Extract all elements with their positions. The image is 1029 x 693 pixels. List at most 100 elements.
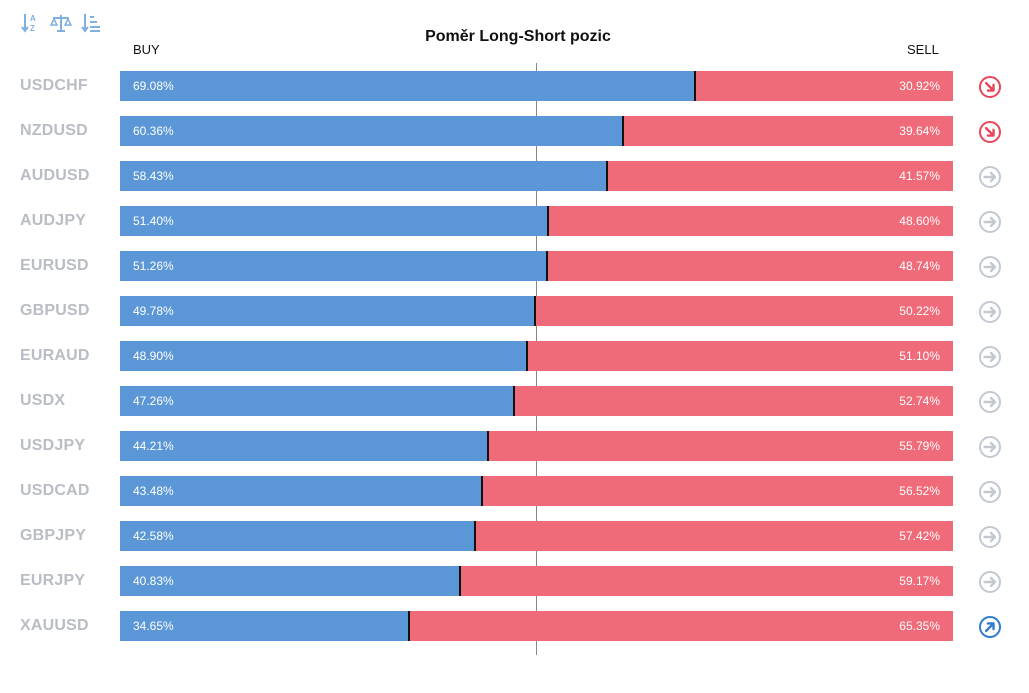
- pair-label[interactable]: USDCHF: [20, 77, 88, 94]
- ratio-row: XAUUSD 34.65% 65.35%: [0, 611, 1029, 641]
- ratio-row: AUDUSD 58.43% 41.57%: [0, 161, 1029, 191]
- sell-percent-label: 48.74%: [899, 259, 940, 273]
- buy-percent-label: 58.43%: [133, 169, 174, 183]
- pair-label[interactable]: USDJPY: [20, 437, 86, 454]
- buy-bar-segment: [120, 611, 409, 641]
- sell-bar-segment: [548, 206, 953, 236]
- pair-label[interactable]: EURAUD: [20, 347, 90, 364]
- ratio-divider: [547, 206, 549, 236]
- pair-label[interactable]: GBPUSD: [20, 302, 90, 319]
- trend-neutral-icon[interactable]: [978, 210, 1002, 234]
- ratio-bar: 48.90% 51.10%: [120, 341, 953, 371]
- trend-down-icon[interactable]: [978, 75, 1002, 99]
- ratio-divider: [526, 341, 528, 371]
- buy-bar-segment: [120, 431, 488, 461]
- ratio-bar: 58.43% 41.57%: [120, 161, 953, 191]
- sell-bar-segment: [547, 251, 953, 281]
- sell-bar-segment: [409, 611, 953, 641]
- ratio-divider: [513, 386, 515, 416]
- buy-percent-label: 51.26%: [133, 259, 174, 273]
- pair-label[interactable]: AUDJPY: [20, 212, 87, 229]
- ratio-bar: 60.36% 39.64%: [120, 116, 953, 146]
- sell-percent-label: 52.74%: [899, 394, 940, 408]
- buy-percent-label: 43.48%: [133, 484, 174, 498]
- ratio-bar: 44.21% 55.79%: [120, 431, 953, 461]
- buy-bar-segment: [120, 476, 482, 506]
- buy-bar-segment: [120, 206, 548, 236]
- sell-percent-label: 41.57%: [899, 169, 940, 183]
- ratio-bar: 51.40% 48.60%: [120, 206, 953, 236]
- buy-bar-segment: [120, 116, 623, 146]
- ratio-divider: [694, 71, 696, 101]
- ratio-bar: 43.48% 56.52%: [120, 476, 953, 506]
- pair-label[interactable]: XAUUSD: [20, 617, 89, 634]
- trend-neutral-icon[interactable]: [978, 255, 1002, 279]
- pair-label[interactable]: GBPJPY: [20, 527, 87, 544]
- ratio-row: USDJPY 44.21% 55.79%: [0, 431, 1029, 461]
- buy-bar-segment: [120, 296, 535, 326]
- buy-percent-label: 60.36%: [133, 124, 174, 138]
- sell-percent-label: 50.22%: [899, 304, 940, 318]
- ratio-divider: [474, 521, 476, 551]
- pair-label[interactable]: EURJPY: [20, 572, 86, 589]
- buy-bar-segment: [120, 71, 695, 101]
- ratio-row: USDCHF 69.08% 30.92%: [0, 71, 1029, 101]
- sell-percent-label: 48.60%: [899, 214, 940, 228]
- trend-neutral-icon[interactable]: [978, 345, 1002, 369]
- buy-percent-label: 40.83%: [133, 574, 174, 588]
- ratio-row: USDCAD 43.48% 56.52%: [0, 476, 1029, 506]
- buy-percent-label: 48.90%: [133, 349, 174, 363]
- sell-percent-label: 39.64%: [899, 124, 940, 138]
- sell-bar-segment: [482, 476, 953, 506]
- buy-bar-segment: [120, 521, 475, 551]
- chart-title: Poměr Long-Short pozic: [425, 28, 611, 45]
- ratio-row: EURJPY 40.83% 59.17%: [0, 566, 1029, 596]
- ratio-bar: 42.58% 57.42%: [120, 521, 953, 551]
- ratio-row: EURAUD 48.90% 51.10%: [0, 341, 1029, 371]
- trend-down-icon[interactable]: [978, 120, 1002, 144]
- buy-percent-label: 47.26%: [133, 394, 174, 408]
- sell-percent-label: 65.35%: [899, 619, 940, 633]
- pair-label[interactable]: AUDUSD: [20, 167, 90, 184]
- balance-scale-icon[interactable]: [50, 12, 72, 34]
- ratio-divider: [606, 161, 608, 191]
- ratio-bar: 47.26% 52.74%: [120, 386, 953, 416]
- sort-alpha-icon[interactable]: A Z: [20, 12, 42, 34]
- ratio-divider: [487, 431, 489, 461]
- sell-bar-segment: [527, 341, 953, 371]
- sort-numeric-icon[interactable]: [80, 12, 102, 34]
- sell-bar-segment: [514, 386, 953, 416]
- ratio-divider: [622, 116, 624, 146]
- trend-neutral-icon[interactable]: [978, 525, 1002, 549]
- trend-neutral-icon[interactable]: [978, 300, 1002, 324]
- buy-percent-label: 34.65%: [133, 619, 174, 633]
- pair-label[interactable]: USDCAD: [20, 482, 90, 499]
- buy-percent-label: 44.21%: [133, 439, 174, 453]
- ratio-divider: [534, 296, 536, 326]
- trend-neutral-icon[interactable]: [978, 480, 1002, 504]
- sell-percent-label: 56.52%: [899, 484, 940, 498]
- sell-percent-label: 57.42%: [899, 529, 940, 543]
- ratio-bar: 49.78% 50.22%: [120, 296, 953, 326]
- toolbar: A Z: [20, 12, 102, 34]
- ratio-divider: [408, 611, 410, 641]
- sell-bar-segment: [695, 71, 953, 101]
- trend-neutral-icon[interactable]: [978, 390, 1002, 414]
- buy-bar-segment: [120, 341, 527, 371]
- ratio-bar: 51.26% 48.74%: [120, 251, 953, 281]
- ratio-row: EURUSD 51.26% 48.74%: [0, 251, 1029, 281]
- trend-neutral-icon[interactable]: [978, 165, 1002, 189]
- ratio-bar: 69.08% 30.92%: [120, 71, 953, 101]
- buy-percent-label: 51.40%: [133, 214, 174, 228]
- buy-column-label: BUY: [133, 42, 160, 57]
- trend-neutral-icon[interactable]: [978, 435, 1002, 459]
- trend-neutral-icon[interactable]: [978, 570, 1002, 594]
- ratio-bar: 40.83% 59.17%: [120, 566, 953, 596]
- sell-percent-label: 55.79%: [899, 439, 940, 453]
- sell-percent-label: 59.17%: [899, 574, 940, 588]
- pair-label[interactable]: USDX: [20, 392, 66, 409]
- pair-label[interactable]: NZDUSD: [20, 122, 88, 139]
- pair-label[interactable]: EURUSD: [20, 257, 89, 274]
- sell-bar-segment: [607, 161, 953, 191]
- trend-up-icon[interactable]: [978, 615, 1002, 639]
